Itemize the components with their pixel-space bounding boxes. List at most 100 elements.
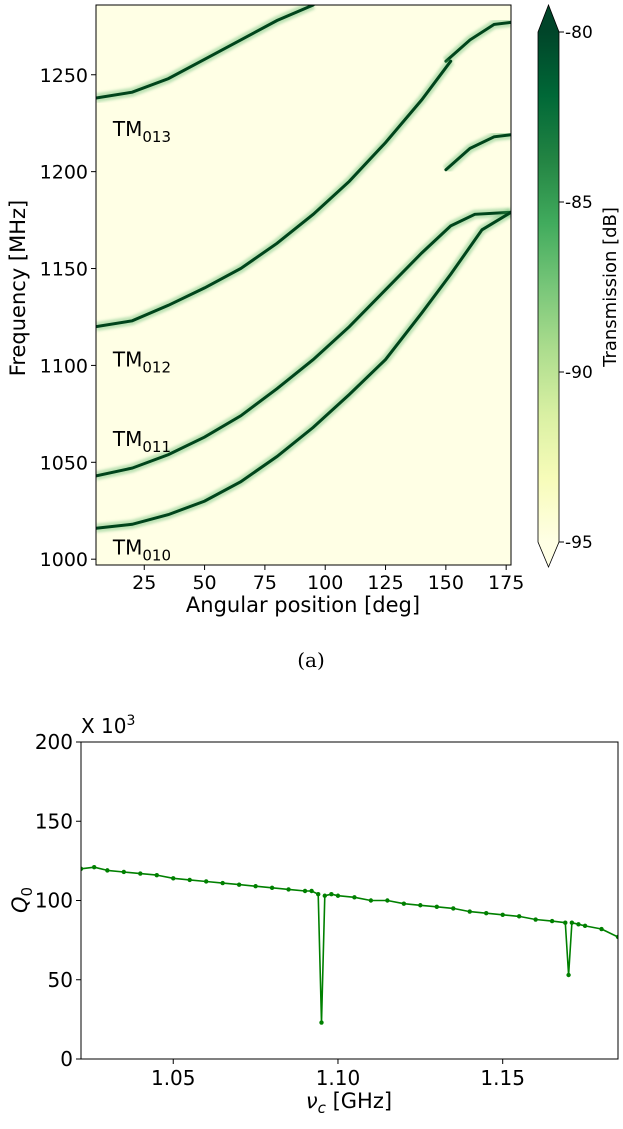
q0-point xyxy=(516,914,522,919)
heatmap-y-tick-label: 1100 xyxy=(40,355,88,377)
q0-point xyxy=(302,888,308,894)
colorbar-tick-label: -90 xyxy=(565,363,593,383)
q0-point xyxy=(269,885,275,891)
colorbar-label: Transmission [dB] xyxy=(600,207,621,368)
q0-plot-background xyxy=(81,742,618,1059)
mode-trace-1 xyxy=(444,20,511,63)
heatmap-y-tick-label: 1200 xyxy=(40,162,88,184)
q0-point xyxy=(286,887,291,892)
q0-y-tick-label: 100 xyxy=(35,889,73,913)
q0-point xyxy=(138,871,143,876)
heatmap-x-tick-label: 150 xyxy=(428,572,464,594)
colorbar-tick-label: -85 xyxy=(565,193,593,213)
heatmap-y-tick-label: 1000 xyxy=(40,549,88,571)
q0-point xyxy=(309,888,314,894)
heatmap-x-tick-label: 75 xyxy=(253,572,277,594)
q0-point xyxy=(319,1020,324,1025)
q0-point xyxy=(576,922,581,927)
q0-x-tick-label: 1.10 xyxy=(316,1066,361,1090)
q0-point xyxy=(220,880,225,886)
colorbar-tick-label: -80 xyxy=(565,23,593,43)
mode-trace-2 xyxy=(96,59,453,329)
mode-labels: TM013 TM012 TM011 TM010 xyxy=(112,117,171,565)
q0-point xyxy=(615,934,618,940)
q0-point xyxy=(451,906,456,911)
q0-x-tick-label: 1.15 xyxy=(480,1066,525,1090)
q0-point xyxy=(253,884,258,889)
mode-trace-5 xyxy=(96,210,511,530)
q0-y-ticks: 0 50 100 150 200 xyxy=(35,730,81,1071)
heatmap-x-tick-label: 25 xyxy=(132,572,156,594)
q0-point xyxy=(467,909,472,914)
q0-point xyxy=(484,910,489,916)
mode-trace-0 xyxy=(96,5,315,100)
mode-label-012: TM012 xyxy=(112,348,171,377)
mode-trace-4 xyxy=(96,210,511,478)
heatmap-frame xyxy=(95,4,512,566)
q0-x-ticks: 1.05 1.10 1.15 xyxy=(151,1059,525,1090)
q0-y-tick-label: 50 xyxy=(48,968,73,992)
heatmap-y-tick-label: 1050 xyxy=(40,452,88,474)
q0-point xyxy=(582,923,588,929)
heatmap-y-tick-label: 1150 xyxy=(40,259,88,281)
colorbar-extend-max xyxy=(538,5,559,32)
q0-point xyxy=(171,876,176,881)
q0-y-tick-label: 200 xyxy=(35,730,73,754)
colorbar-ticks: -80 -85 -90 -95 xyxy=(559,23,593,553)
q0-point xyxy=(549,918,555,924)
heatmap-background xyxy=(96,5,511,565)
q0-point xyxy=(599,926,604,932)
q0-x-tick-label: 1.05 xyxy=(151,1066,196,1090)
q0-point xyxy=(187,877,192,883)
mode-label-011: TM011 xyxy=(112,427,171,456)
q0-point xyxy=(236,882,242,887)
q0-point xyxy=(322,893,327,898)
q0-y-axis-label: Q0 xyxy=(8,887,36,913)
heatmap-y-tick-label: 1250 xyxy=(40,65,88,87)
q0-point xyxy=(203,879,209,884)
q0-y-tick-label: 0 xyxy=(60,1047,73,1071)
colorbar-extend-min xyxy=(538,542,559,567)
q0-point xyxy=(91,865,97,870)
q0-point xyxy=(154,872,159,878)
q0-point xyxy=(566,972,571,978)
q0-point xyxy=(121,869,127,875)
mode-label-010: TM010 xyxy=(112,536,171,565)
colorbar: -80 -85 -90 -95 Transmission [dB] xyxy=(537,3,621,569)
q0-scale-factor: X 103 xyxy=(81,713,135,738)
q0-point xyxy=(368,898,374,903)
q0-point xyxy=(401,901,407,906)
q0-point xyxy=(569,920,575,925)
q0-point xyxy=(335,893,341,898)
q0-point xyxy=(385,898,390,903)
caption-a: (a) xyxy=(297,648,325,672)
colorbar-tick-label: -95 xyxy=(565,533,593,553)
heatmap-x-tick-label: 175 xyxy=(488,572,524,594)
heatmap-y-ticks: 1000 1050 1100 1150 1200 1250 xyxy=(40,65,96,571)
heatmap-y-axis-label: Frequency [MHz] xyxy=(6,200,30,376)
heatmap-x-tick-label: 125 xyxy=(367,572,403,594)
mode-trace-3 xyxy=(444,133,511,172)
colorbar-gradient xyxy=(538,32,559,542)
q0-point xyxy=(105,868,110,873)
heatmap-x-axis-label: Angular position [deg] xyxy=(186,593,420,617)
q0-point xyxy=(81,866,84,871)
heatmap-x-tick-label: 50 xyxy=(192,572,216,594)
q0-y-tick-label: 150 xyxy=(35,809,73,833)
q0-point xyxy=(500,912,505,917)
mode-label-013: TM013 xyxy=(112,117,171,146)
heatmap-x-ticks: 25 50 75 100 125 150 175 xyxy=(132,565,524,594)
q0-point xyxy=(533,917,538,922)
q0-panel: 1.05 1.10 1.15 0 50 100 150 200 X 103 Q0 νc [G… xyxy=(8,713,619,1117)
q0-point xyxy=(316,891,321,897)
q0-point xyxy=(563,920,568,925)
heatmap-x-tick-label: 100 xyxy=(307,572,343,594)
q0-point xyxy=(329,891,334,897)
q0-point xyxy=(418,903,423,908)
q0-series xyxy=(81,865,618,1025)
q0-x-axis-label: νc [GHz] xyxy=(306,1089,392,1117)
mode-traces xyxy=(96,5,511,533)
q0-point xyxy=(352,895,357,900)
